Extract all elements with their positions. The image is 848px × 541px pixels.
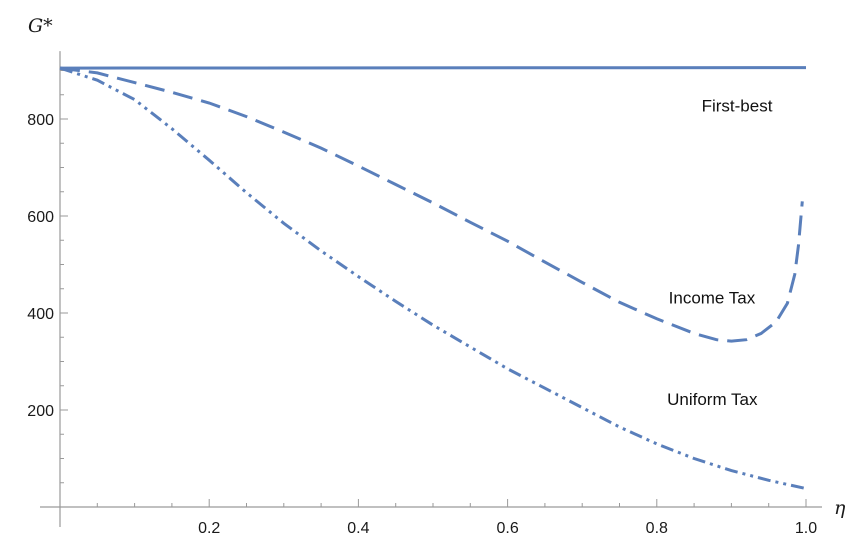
x-tick-label: 0.2 [198, 520, 220, 537]
y-tick-label: 200 [27, 403, 54, 420]
series-line-first-best [59, 66, 807, 70]
series-label: Uniform Tax [667, 390, 758, 409]
y-axis-title: G* [28, 15, 53, 37]
x-tick-label: 0.6 [496, 520, 518, 537]
x-tick-label: 0.4 [347, 520, 369, 537]
x-tick-label: 1.0 [795, 520, 817, 537]
y-tick-label: 600 [27, 209, 54, 226]
series-label: First-best [702, 97, 773, 116]
x-tick-label: 0.8 [646, 520, 668, 537]
series-label: Income Tax [669, 288, 756, 307]
series-line-income-tax [59, 66, 804, 343]
series-group [59, 66, 807, 491]
series-labels: First-best Income Tax Uniform Tax [667, 97, 773, 409]
y-tick-label: 400 [27, 306, 54, 323]
series-line-uniform-tax [59, 66, 807, 491]
ticks: 0.2 0.4 0.6 0.8 1.0 200 400 600 800 [27, 70, 817, 537]
x-axis-title: η [834, 497, 846, 519]
y-tick-label: 800 [27, 112, 54, 129]
